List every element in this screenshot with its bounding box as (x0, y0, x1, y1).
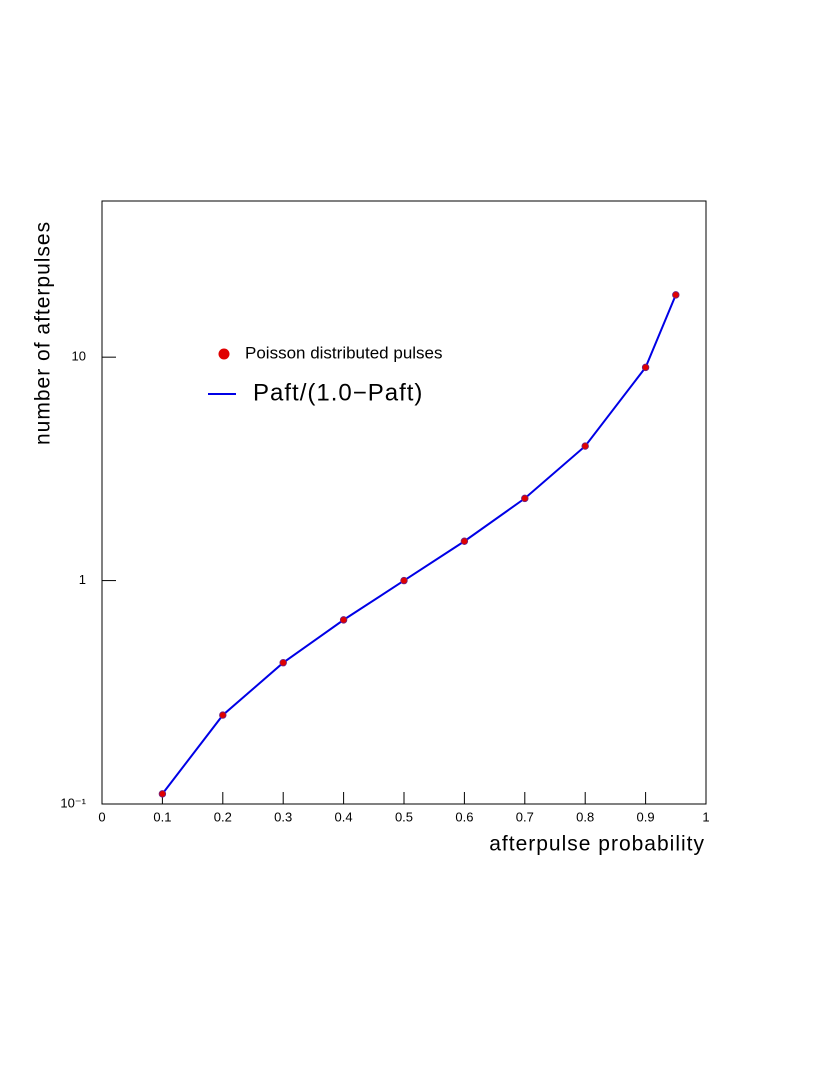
data-point (219, 711, 227, 719)
data-point (400, 576, 408, 585)
data-point (641, 363, 650, 372)
x-tick-label: 0.5 (395, 809, 413, 824)
x-tick-label: 0 (98, 809, 105, 824)
x-tick-label: 0.3 (274, 809, 292, 824)
x-tick-label: 1 (702, 809, 709, 824)
y-tick-label: 10 (72, 349, 86, 364)
data-point (158, 790, 167, 798)
x-tick-label: 0.7 (516, 809, 534, 824)
data-point (672, 291, 680, 299)
y-tick-label: 1 (79, 572, 86, 587)
x-tick-label: 0.1 (153, 809, 171, 824)
x-tick-label: 0.9 (637, 809, 655, 824)
data-point (521, 494, 529, 503)
x-tick-label: 0.8 (576, 809, 594, 824)
legend-label: Poisson distributed pulses (245, 343, 443, 362)
data-point (581, 442, 589, 450)
plot-frame (101, 200, 707, 805)
data-point (339, 616, 348, 624)
x-axis-label: afterpulse probability (489, 833, 705, 856)
x-tick-label: 0.4 (335, 809, 353, 824)
y-axis-label: number of afterpulses (32, 221, 55, 445)
y-tick-label: 10⁻¹ (60, 795, 86, 810)
legend-marker (218, 348, 230, 360)
legend-label: Paft/(1.0−Paft) (253, 379, 423, 406)
x-tick-label: 0.6 (455, 809, 473, 824)
data-point (279, 658, 287, 667)
data-line (161, 294, 677, 795)
x-tick-label: 0.2 (214, 809, 232, 824)
data-point (460, 537, 469, 545)
